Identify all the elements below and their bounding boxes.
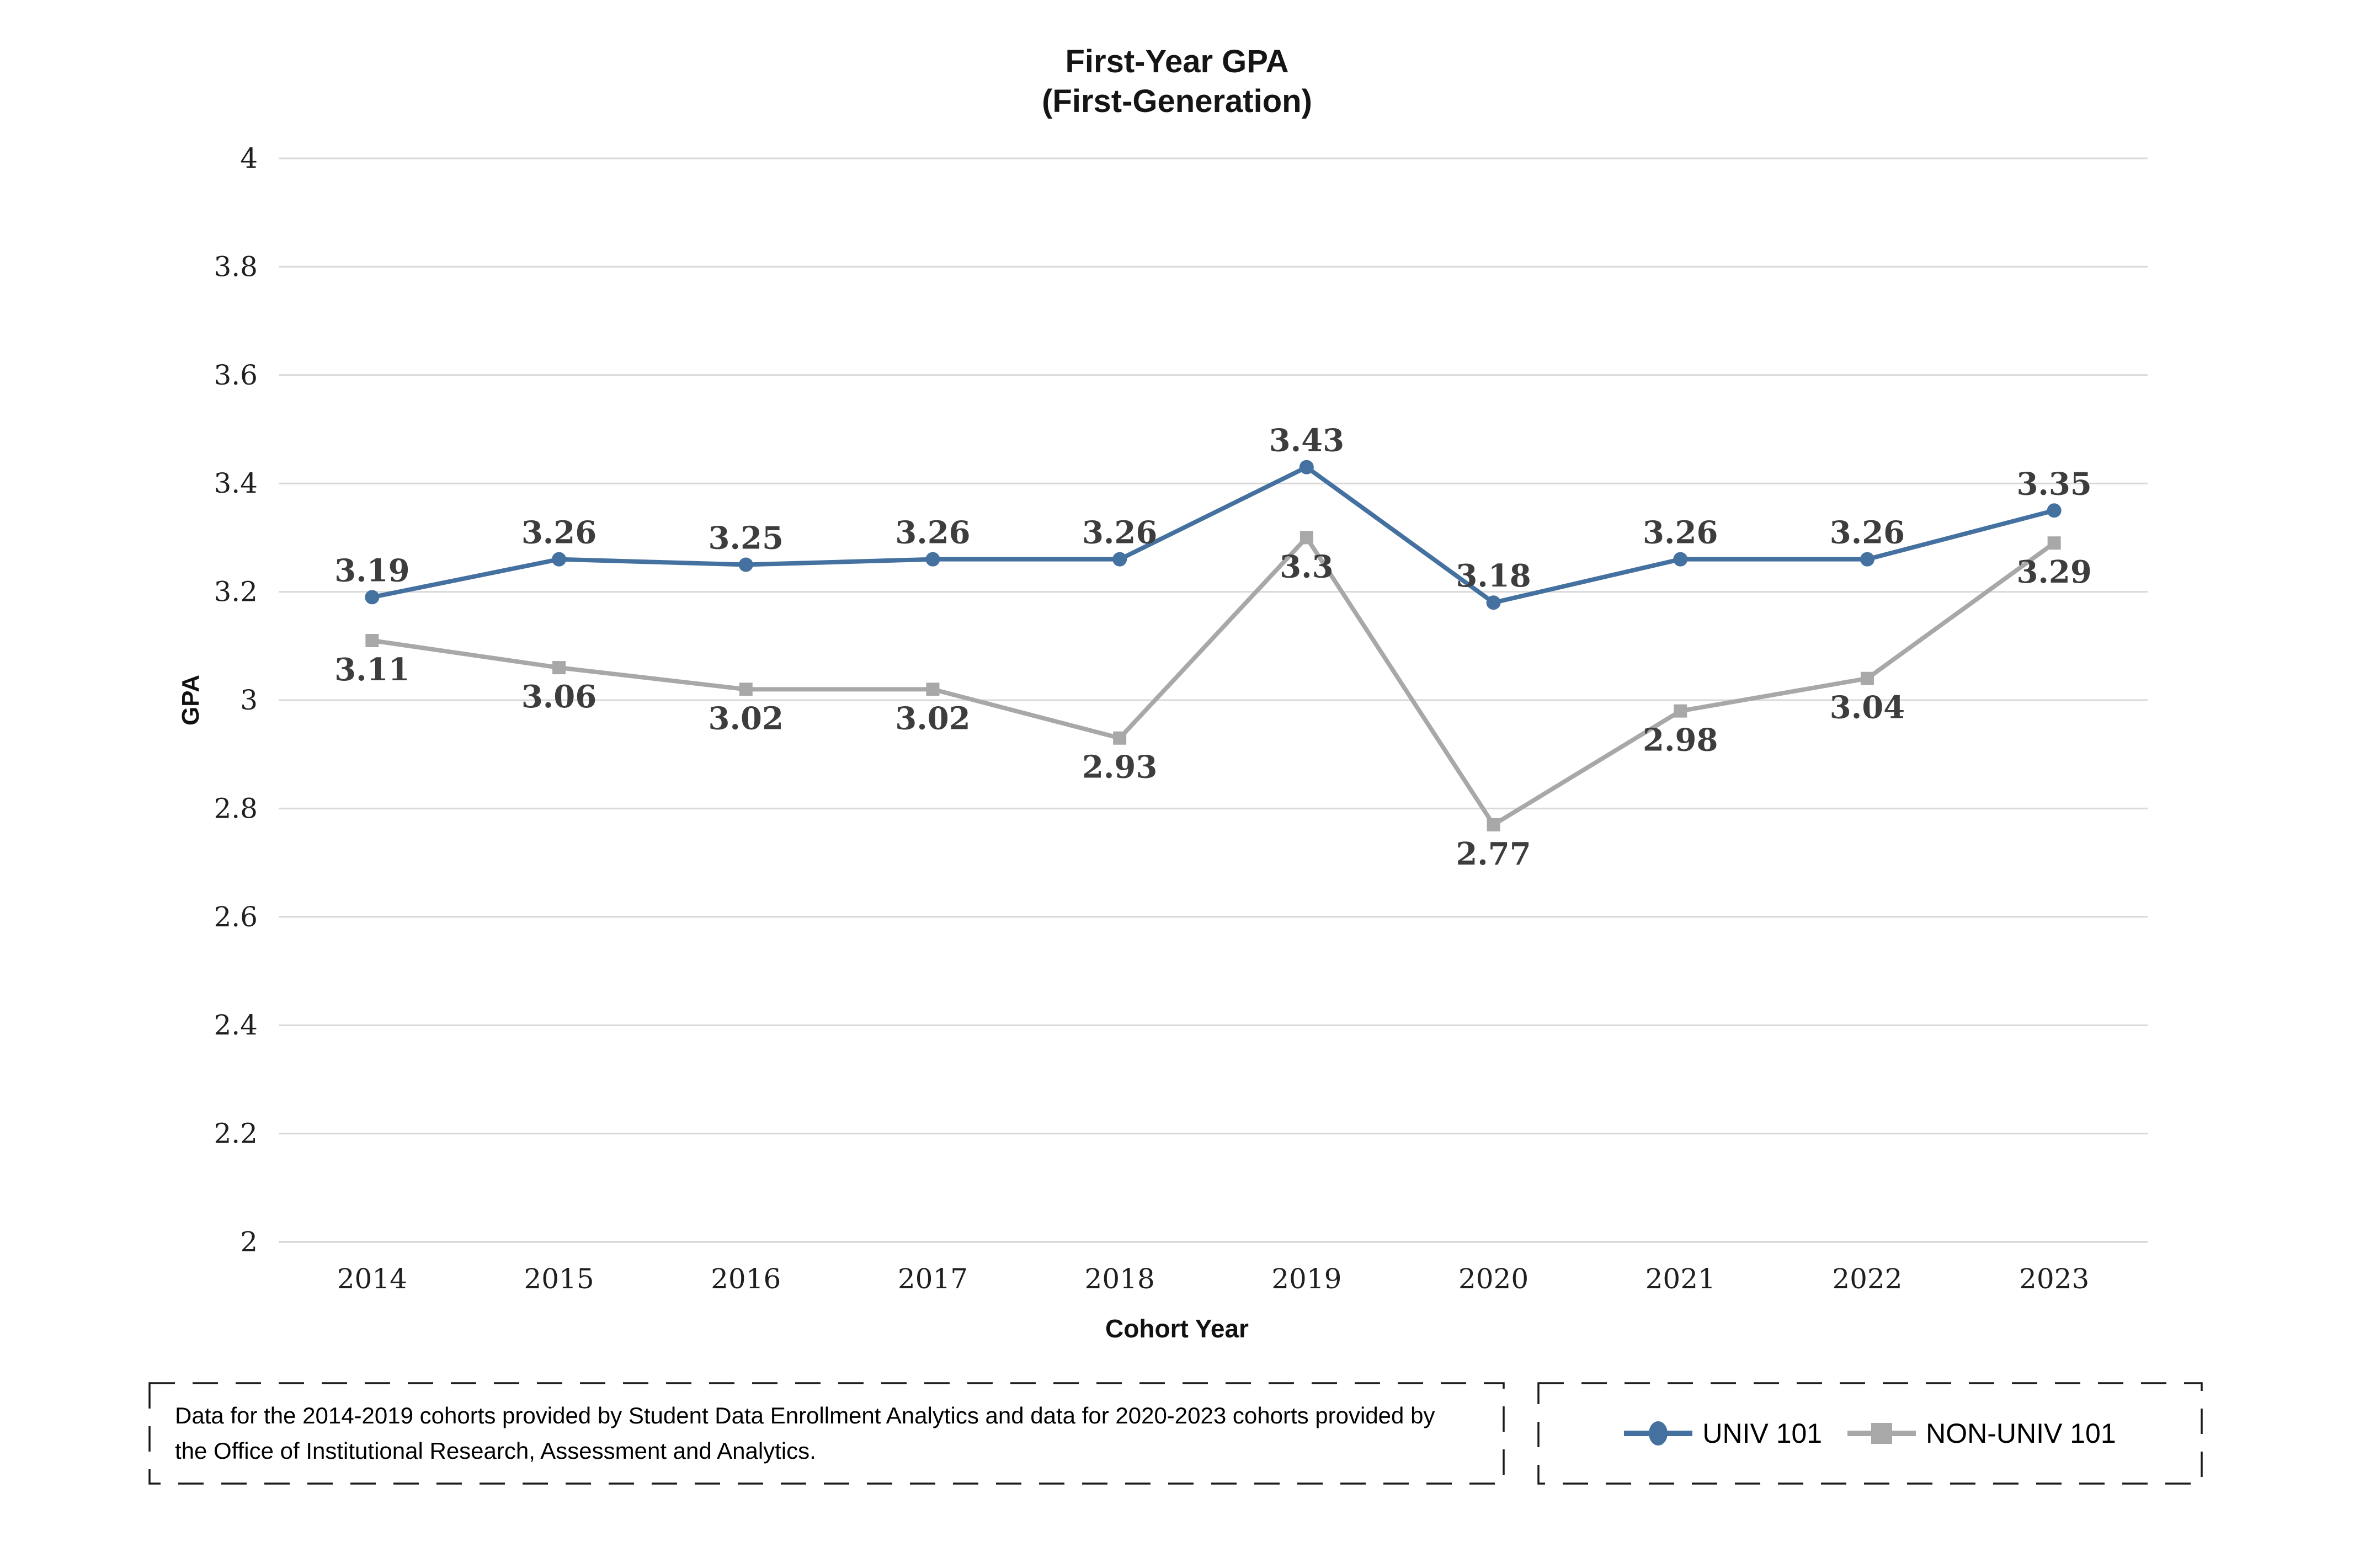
x-tick-label-2021: 2021 xyxy=(1645,1263,1716,1295)
univ-101-data-label-2018: 3.26 xyxy=(1082,515,1157,551)
x-tick-label-2015: 2015 xyxy=(524,1263,594,1295)
non-univ-101-point-2023 xyxy=(2047,536,2061,550)
x-tick-label-2023: 2023 xyxy=(2019,1263,2089,1295)
x-tick-label-2014: 2014 xyxy=(337,1263,407,1295)
non-univ-101-point-2018 xyxy=(1113,731,1127,745)
x-tick-label-2019: 2019 xyxy=(1271,1263,1341,1295)
univ-101-point-2022 xyxy=(1860,552,1874,567)
univ-101-data-label-2020: 3.18 xyxy=(1456,558,1531,594)
y-tick-label-2.8: 2.8 xyxy=(214,792,258,824)
non-univ-101-data-label-2018: 2.93 xyxy=(1082,749,1157,786)
non-univ-101-point-2016 xyxy=(739,682,753,696)
univ-101-point-2014 xyxy=(365,590,380,605)
univ-101-legend-shape xyxy=(1649,1421,1668,1446)
non-univ-101-legend-shape xyxy=(1871,1423,1893,1444)
legend-item-univ-101: UNIV 101 xyxy=(1624,1410,1822,1457)
y-tick-label-2.6: 2.6 xyxy=(214,901,258,933)
legend: UNIV 101 NON-UNIV 101 xyxy=(1538,1383,2202,1484)
univ-101-data-label-2017: 3.26 xyxy=(895,515,970,551)
source-note-box: Data for the 2014-2019 cohorts provided … xyxy=(150,1383,1504,1484)
univ-101-point-2016 xyxy=(738,557,753,572)
univ-101-data-label-2016: 3.25 xyxy=(709,520,784,557)
chart-title-line1: First-Year GPA xyxy=(1065,44,1289,79)
x-tick-label-2018: 2018 xyxy=(1085,1263,1155,1295)
legend-box-border xyxy=(1537,1382,2203,1485)
univ-101-data-label-2014: 3.19 xyxy=(334,552,409,589)
x-tick-label-2016: 2016 xyxy=(711,1263,781,1295)
univ-101-point-2021 xyxy=(1673,552,1688,567)
non-univ-101-point-2017 xyxy=(926,682,940,696)
univ-101-point-2017 xyxy=(925,552,940,567)
non-univ-101-data-label-2015: 3.06 xyxy=(521,679,597,715)
non-univ-101-data-label-2022: 3.04 xyxy=(1830,690,1905,726)
non-univ-101-point-2022 xyxy=(1860,671,1874,685)
chart-title: First-Year GPA (First-Generation) xyxy=(0,42,2354,121)
univ-101-point-2019 xyxy=(1299,460,1314,474)
note-box-border xyxy=(148,1382,1505,1485)
x-tick-label-2017: 2017 xyxy=(898,1263,968,1295)
univ-101-data-label-2023: 3.35 xyxy=(2016,466,2091,502)
source-note-text: Data for the 2014-2019 cohorts provided … xyxy=(175,1402,1435,1464)
legend-item-non-univ-101: NON-UNIV 101 xyxy=(1847,1410,2116,1457)
univ-101-point-2023 xyxy=(2047,503,2062,518)
y-axis-title: GPA xyxy=(177,674,204,726)
x-tick-label-2022: 2022 xyxy=(1832,1263,1902,1295)
legend-label-univ-101: UNIV 101 xyxy=(1702,1418,1823,1449)
univ-101-point-2015 xyxy=(552,552,567,567)
non-univ-101-point-2019 xyxy=(1300,531,1313,545)
non-univ-101-point-2020 xyxy=(1487,818,1500,831)
y-tick-label-3.4: 3.4 xyxy=(214,467,258,499)
non-univ-101-point-2015 xyxy=(552,661,566,675)
non-univ-101-point-2021 xyxy=(1674,704,1687,718)
legend-label-non-univ-101: NON-UNIV 101 xyxy=(1926,1418,2116,1449)
non-univ-101-data-label-2017: 3.02 xyxy=(895,700,970,737)
y-tick-label-2.4: 2.4 xyxy=(214,1009,258,1041)
y-tick-label-3.6: 3.6 xyxy=(214,359,258,391)
univ-101-data-label-2019: 3.43 xyxy=(1269,423,1344,459)
x-tick-label-2020: 2020 xyxy=(1458,1263,1528,1295)
x-axis-title: Cohort Year xyxy=(1105,1314,1249,1343)
non-univ-101-line xyxy=(370,535,2057,827)
univ-101-point-2020 xyxy=(1486,595,1501,610)
y-tick-label-3.2: 3.2 xyxy=(214,576,258,608)
non-univ-101-point-2014 xyxy=(365,633,379,647)
univ-101-line xyxy=(370,465,2057,605)
univ-101-legend-marker-icon xyxy=(1624,1421,1693,1446)
univ-101-data-label-2022: 3.26 xyxy=(1830,515,1905,551)
non-univ-101-data-label-2021: 2.98 xyxy=(1643,722,1718,759)
y-tick-label-4: 4 xyxy=(240,142,258,174)
univ-101-data-label-2021: 3.26 xyxy=(1643,515,1718,551)
non-univ-101-data-label-2016: 3.02 xyxy=(709,700,784,737)
non-univ-101-data-label-2014: 3.11 xyxy=(334,652,409,688)
y-tick-label-3: 3 xyxy=(240,684,258,716)
y-tick-label-2.2: 2.2 xyxy=(214,1118,258,1150)
non-univ-101-data-label-2019: 3.3 xyxy=(1280,548,1333,585)
non-univ-101-data-label-2020: 2.77 xyxy=(1456,836,1531,872)
y-tick-label-3.8: 3.8 xyxy=(214,250,258,282)
chart-title-line2: (First-Generation) xyxy=(1042,83,1312,119)
non-univ-101-legend-marker-icon xyxy=(1847,1423,1916,1444)
y-tick-label-2: 2 xyxy=(240,1226,258,1258)
non-univ-101-data-label-2023: 3.29 xyxy=(2016,554,2091,590)
univ-101-data-label-2015: 3.26 xyxy=(521,515,597,551)
univ-101-point-2018 xyxy=(1112,552,1127,567)
